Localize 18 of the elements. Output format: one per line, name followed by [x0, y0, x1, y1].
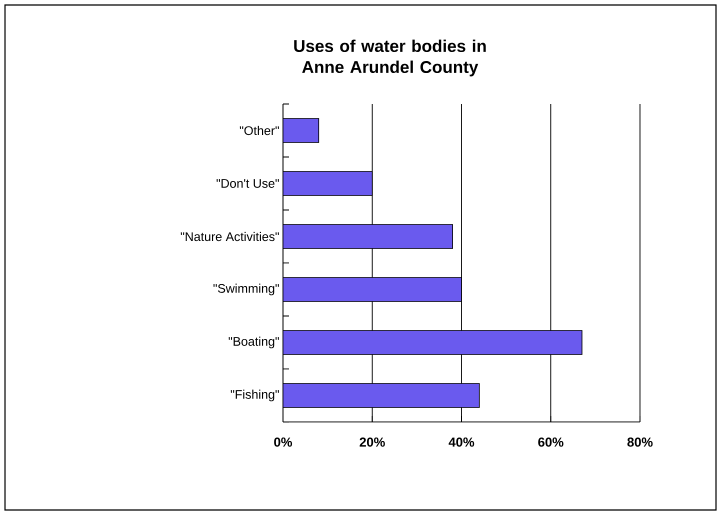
bar — [283, 383, 480, 408]
y-tick-label: "Swimming" — [213, 284, 279, 296]
x-tick-label: 80% — [627, 438, 653, 447]
chart-title: Uses of water bodies in Anne Arundel County — [294, 40, 486, 76]
bar — [283, 277, 462, 302]
y-tick-label: "Boating" — [228, 336, 279, 348]
x-tick-label: 0% — [274, 438, 292, 447]
y-tick-label: "Don't Use" — [216, 179, 279, 188]
x-tick-label: 20% — [360, 438, 385, 447]
x-tick-label: 60% — [538, 438, 564, 447]
bar — [283, 171, 373, 196]
x-tick-label: 40% — [448, 438, 474, 447]
bar — [283, 224, 453, 249]
bar — [283, 330, 582, 355]
bar — [283, 118, 320, 143]
y-tick-label: "Other" — [240, 126, 279, 136]
y-tick-label: "Nature Activities" — [180, 232, 279, 242]
y-tick-label: "Fishing" — [230, 390, 279, 402]
